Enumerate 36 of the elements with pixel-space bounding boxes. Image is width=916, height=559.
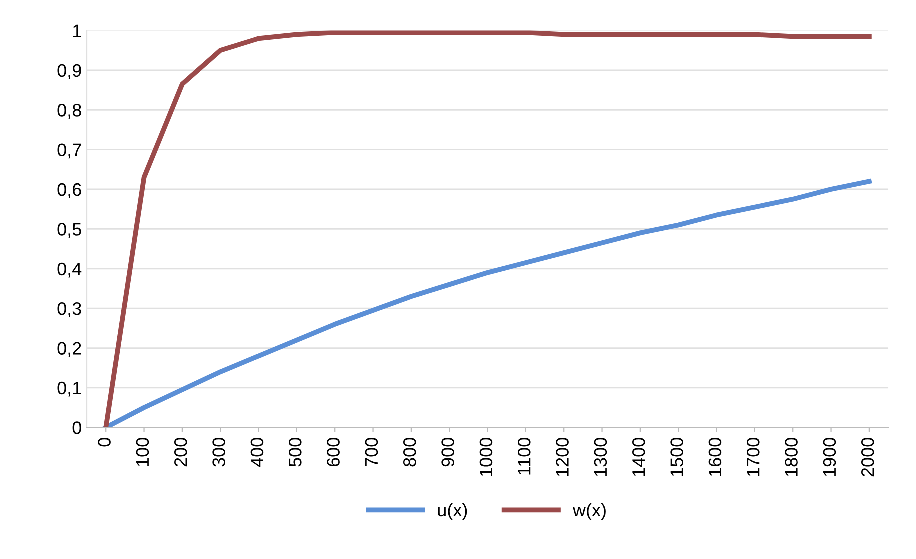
- y-tick-label: 0,1: [58, 382, 82, 397]
- x-tick-label: 1600: [708, 438, 722, 476]
- x-tick-label: 1200: [556, 438, 569, 476]
- x-tick-label: 1500: [670, 438, 684, 476]
- x-tick-label: 1100: [518, 438, 531, 475]
- y-tick-label: 0,3: [58, 302, 82, 318]
- x-tick-label: 300: [212, 438, 226, 467]
- x-tick-label: 1300: [594, 438, 608, 476]
- y-tick-label: 0,7: [58, 144, 82, 159]
- x-tick-label: 800: [404, 438, 416, 467]
- y-tick-label: 0,2: [58, 342, 82, 358]
- y-tick-label: 0,9: [58, 64, 82, 80]
- y-tick-label: 0,5: [58, 223, 82, 238]
- legend-label: u(x): [438, 503, 468, 520]
- legend-label: w(x): [572, 503, 606, 520]
- x-tick-label: 100: [136, 438, 150, 466]
- x-tick-label: 1700: [747, 438, 760, 476]
- x-tick-label: 1800: [785, 438, 798, 476]
- x-tick-label: 0: [98, 438, 111, 447]
- x-tick-label: 700: [365, 438, 378, 467]
- x-tick-label: 600: [327, 438, 340, 467]
- x-tick-label: 400: [250, 438, 264, 468]
- line-series: [104, 179, 872, 428]
- x-tick-label: 2000: [862, 438, 874, 477]
- x-tick-label: 900: [442, 438, 454, 467]
- y-tick-label: 0,4: [58, 262, 82, 278]
- x-tick-label: 1400: [632, 438, 646, 476]
- x-tick-label: 1000: [480, 438, 493, 476]
- line-series: [104, 30, 872, 428]
- x-tick-label: 500: [289, 438, 302, 467]
- y-tick-label: 0,8: [58, 104, 82, 119]
- x-tick-label: 200: [174, 438, 188, 467]
- y-tick-label: 0: [72, 422, 82, 434]
- x-tick-label: 1900: [823, 438, 836, 476]
- y-tick-label: 1: [73, 24, 82, 38]
- y-tick-label: 0,6: [58, 183, 82, 198]
